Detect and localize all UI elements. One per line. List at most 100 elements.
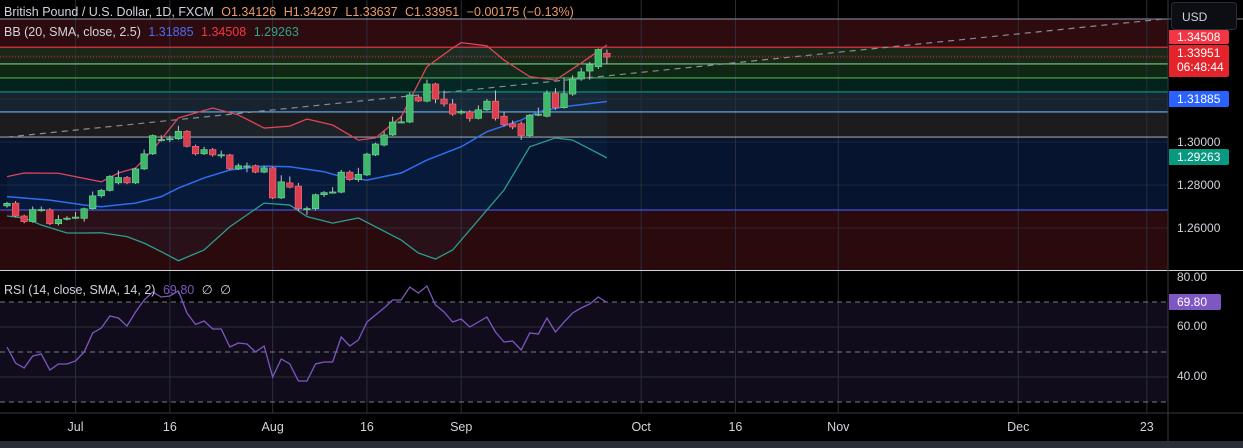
candle-body xyxy=(466,111,474,119)
candle-body xyxy=(526,114,534,136)
candle-body xyxy=(114,177,123,184)
candle-body xyxy=(251,165,260,173)
fib-zone xyxy=(0,47,1168,64)
time-tick: Nov xyxy=(827,420,850,434)
candle-body xyxy=(389,121,397,136)
candle-body xyxy=(603,52,611,58)
candle-body xyxy=(209,149,217,156)
rsi-legend[interactable]: RSI (14, close, SMA, 14, 2) 69.80 ∅ ∅ xyxy=(4,282,235,297)
candle-body xyxy=(457,111,465,114)
candle-body xyxy=(594,49,602,68)
candle-body xyxy=(431,83,440,100)
candle-body xyxy=(71,216,80,219)
time-tick: 16 xyxy=(162,420,177,434)
candle-body xyxy=(509,123,517,128)
bottom-toolbar xyxy=(0,441,1243,448)
last-price-tag: 1.33951 06:48:44 xyxy=(1169,45,1229,77)
candle-body xyxy=(191,146,200,155)
candle-body xyxy=(551,92,560,108)
candle-body xyxy=(406,94,414,123)
candle-body xyxy=(320,192,328,196)
candle-body xyxy=(234,165,242,170)
candles xyxy=(3,48,611,226)
rsi-tick: 80.00 xyxy=(1177,270,1208,284)
candle-body xyxy=(157,139,165,141)
candle-body xyxy=(500,115,508,126)
time-tick: Jul xyxy=(67,420,84,434)
candle-body xyxy=(20,215,28,222)
symbol-legend[interactable]: British Pound / U.S. Dollar, 1D, FXCM O1… xyxy=(4,5,578,19)
candle-body xyxy=(423,83,431,102)
candle-body xyxy=(440,98,448,105)
candle-body xyxy=(277,181,285,199)
bb-lower-value: 1.29263 xyxy=(253,25,299,39)
bb-basis-value: 1.31885 xyxy=(148,25,194,39)
time-tick: Dec xyxy=(1007,420,1030,434)
rsi-value: 69.80 xyxy=(162,283,195,297)
candle-body xyxy=(166,138,174,141)
bb-fill xyxy=(7,42,607,261)
time-tick: Aug xyxy=(261,420,284,434)
last-price: 1.33951 xyxy=(1177,46,1221,60)
candle-body xyxy=(97,190,105,197)
time-tick: Oct xyxy=(631,420,651,434)
candle-body xyxy=(37,209,45,212)
candle-body xyxy=(586,64,594,72)
candle-body xyxy=(311,194,320,210)
fib-zone xyxy=(0,209,1168,270)
candle-body xyxy=(354,173,362,180)
time-tick: Sep xyxy=(450,420,473,434)
open-value: O1.34126 xyxy=(221,5,277,19)
candle-body xyxy=(89,195,97,210)
candle-body xyxy=(371,143,380,156)
price-tick: 1.26000 xyxy=(1177,221,1221,235)
time-tick: 16 xyxy=(728,420,743,434)
candle-body xyxy=(226,154,234,170)
candle-body xyxy=(123,177,131,184)
low-value: L1.33637 xyxy=(345,5,398,19)
candle-body xyxy=(200,149,208,155)
fib-zone xyxy=(0,111,1168,138)
rsi-na-2: ∅ xyxy=(220,283,231,297)
candle-body xyxy=(474,109,482,119)
candle-body xyxy=(149,135,157,155)
fib-zone xyxy=(0,63,1168,78)
candle-body xyxy=(63,217,71,220)
rsi-line xyxy=(6,284,608,382)
bb-lower-line xyxy=(6,137,608,262)
change-value: −0.00175 (−0.13%) xyxy=(466,5,574,19)
fib-zone xyxy=(0,91,1168,112)
candle-body xyxy=(174,130,183,140)
currency-button[interactable]: USD xyxy=(1171,2,1237,30)
candle-body xyxy=(483,100,491,111)
candle-body xyxy=(286,182,294,188)
candle-body xyxy=(491,100,500,119)
rsi-pane xyxy=(0,284,1168,403)
fib-zone xyxy=(0,77,1168,92)
bb-lower-tag: 1.29263 xyxy=(1169,149,1229,165)
candle-body xyxy=(46,209,54,225)
candle-body xyxy=(414,96,422,102)
bb-legend[interactable]: BB (20, SMA, close, 2.5) 1.31885 1.34508… xyxy=(4,25,303,39)
rsi-na-1: ∅ xyxy=(201,283,213,297)
bar-countdown: 06:48:44 xyxy=(1177,60,1224,74)
candle-body xyxy=(534,113,542,116)
candle-body xyxy=(346,171,354,180)
candle-body xyxy=(337,171,345,193)
candle-body xyxy=(80,208,88,219)
candle-body xyxy=(140,153,148,170)
candle-body xyxy=(380,134,388,146)
candle-body xyxy=(269,167,277,199)
candle-body xyxy=(11,202,20,217)
bb-basis-tag: 1.31885 xyxy=(1169,91,1229,107)
candle-body xyxy=(560,93,568,108)
candle-body xyxy=(569,78,577,95)
candle-body xyxy=(363,153,371,176)
candle-body xyxy=(303,208,311,210)
bb-upper-line xyxy=(6,41,608,183)
trendline xyxy=(6,18,1165,138)
bb-upper-value: 1.34508 xyxy=(201,25,247,39)
candle-body xyxy=(243,165,251,168)
